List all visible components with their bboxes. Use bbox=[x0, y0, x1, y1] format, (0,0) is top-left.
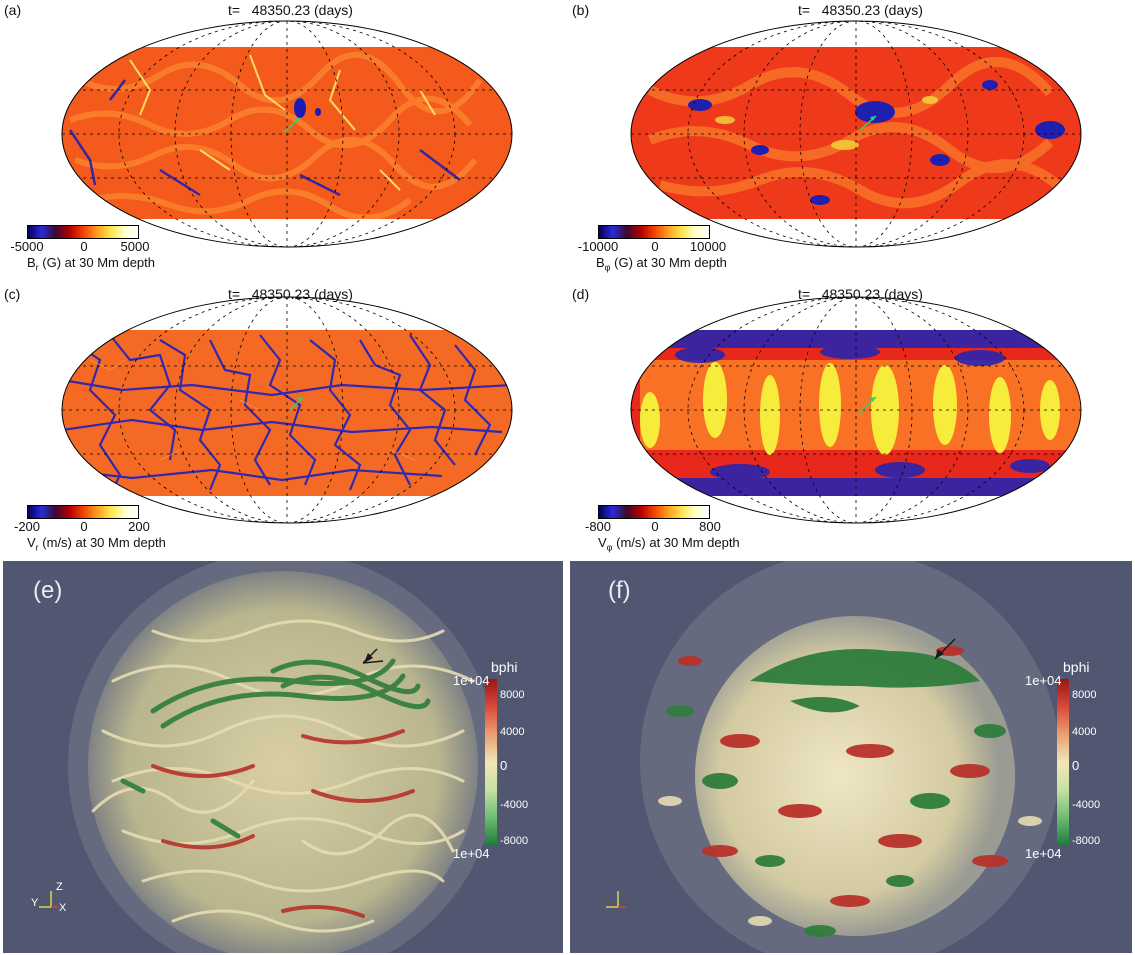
axis-y-label: Y bbox=[31, 897, 39, 909]
map-b bbox=[631, 21, 1081, 247]
cbar-sub: φ bbox=[606, 542, 613, 553]
tick-label: 4000 bbox=[500, 726, 525, 738]
colorbar-d-title: Vφ (m/s) at 30 Mm depth bbox=[598, 535, 740, 553]
cbar-sub: r bbox=[35, 542, 39, 553]
render-view-e: (e) Z Y X bphi 1e+04 8000 4000 0 -4000 -… bbox=[3, 561, 563, 953]
panel-a-title: t= 48350.23 (days) bbox=[228, 2, 353, 18]
tick-label: -4000 bbox=[500, 799, 529, 811]
cbar-var: V bbox=[27, 535, 36, 550]
colorbar-b-ticks: -10000 0 10000 bbox=[578, 239, 726, 255]
colorbar-e-max: 1e+04 bbox=[453, 673, 490, 688]
colorbar-c-title: Vr (m/s) at 30 Mm depth bbox=[27, 535, 166, 553]
colorbar-d-ticks: -800 0 800 bbox=[585, 519, 721, 535]
tick-label: -5000 bbox=[10, 239, 44, 254]
tick-label: 8000 bbox=[500, 689, 525, 701]
tick-label: 0 bbox=[500, 758, 508, 773]
colorbar-f bbox=[1057, 679, 1069, 845]
cbar-sub: φ bbox=[604, 262, 611, 273]
cbar-rest: (G) at 30 Mm depth bbox=[610, 255, 727, 270]
panel-c-label: (c) bbox=[4, 286, 21, 302]
tick-label: 0 bbox=[80, 519, 88, 534]
axes-triad-e bbox=[39, 891, 59, 908]
cbar-rest: (m/s) at 30 Mm depth bbox=[612, 535, 740, 550]
axis-x-label: X bbox=[59, 902, 67, 914]
axis-z-label: Z bbox=[56, 881, 63, 893]
tick-label: 0 bbox=[651, 519, 659, 534]
colorbar-c bbox=[27, 505, 139, 519]
panel-b-title: t= 48350.23 (days) bbox=[798, 2, 923, 18]
panel-f-label: (f) bbox=[608, 577, 631, 604]
axes-triad-f bbox=[606, 891, 626, 908]
colorbar-f-title: bphi bbox=[1063, 659, 1090, 675]
cbar-rest: (m/s) at 30 Mm depth bbox=[38, 535, 166, 550]
cbar-var: B bbox=[27, 255, 36, 270]
tick-label: 800 bbox=[699, 519, 721, 534]
panel-b-label: (b) bbox=[572, 2, 590, 18]
colorbar-f-min: 1e+04 bbox=[1025, 846, 1062, 861]
tick-label: 0 bbox=[1072, 758, 1080, 773]
tick-label: -8000 bbox=[1072, 835, 1101, 847]
tick-label: -4000 bbox=[1072, 799, 1101, 811]
colorbar-a-ticks: -5000 0 5000 bbox=[10, 239, 149, 255]
tick-label: -200 bbox=[13, 519, 41, 534]
cbar-rest: (G) at 30 Mm depth bbox=[38, 255, 155, 270]
map-a bbox=[62, 21, 512, 247]
tick-label: 0 bbox=[80, 239, 88, 254]
colorbar-a bbox=[27, 225, 139, 239]
cbar-var: V bbox=[598, 535, 607, 550]
tick-label: 5000 bbox=[120, 239, 150, 254]
panel-e-label: (e) bbox=[33, 577, 63, 604]
panel-d-label: (d) bbox=[572, 286, 590, 302]
cbar-var: B bbox=[596, 255, 605, 270]
colorbar-c-ticks: -200 0 200 bbox=[14, 519, 150, 535]
panel-c-title: t= 48350.23 (days) bbox=[228, 286, 353, 302]
tick-label: 8000 bbox=[1072, 689, 1097, 701]
field-line-rendering-e bbox=[39, 561, 498, 953]
tick-label: 200 bbox=[128, 519, 150, 534]
panel-a-label: (a) bbox=[4, 2, 22, 18]
colorbar-f-max: 1e+04 bbox=[1025, 673, 1062, 688]
colorbar-e bbox=[485, 679, 497, 845]
tick-label: -800 bbox=[584, 519, 612, 534]
map-d bbox=[631, 297, 1081, 523]
colorbar-d bbox=[598, 505, 710, 519]
map-c bbox=[62, 297, 512, 523]
colorbar-b bbox=[598, 225, 710, 239]
panel-d-title: t= 48350.23 (days) bbox=[798, 286, 923, 302]
tick-label: -8000 bbox=[500, 835, 529, 847]
colorbar-e-title: bphi bbox=[491, 659, 518, 675]
isosurface-rendering-f bbox=[606, 561, 1060, 953]
tick-label: -10000 bbox=[577, 239, 619, 254]
colorbar-a-title: Br (G) at 30 Mm depth bbox=[27, 255, 155, 273]
render-view-f: (f) bphi 1e+04 8000 4000 0 -4000 -8000 1… bbox=[570, 561, 1132, 953]
colorbar-b-title: Bφ (G) at 30 Mm depth bbox=[596, 255, 727, 273]
tick-label: 4000 bbox=[1072, 726, 1097, 738]
tick-label: 0 bbox=[651, 239, 659, 254]
tick-label: 10000 bbox=[689, 239, 727, 254]
cbar-sub: r bbox=[35, 262, 39, 273]
colorbar-e-min: 1e+04 bbox=[453, 846, 490, 861]
